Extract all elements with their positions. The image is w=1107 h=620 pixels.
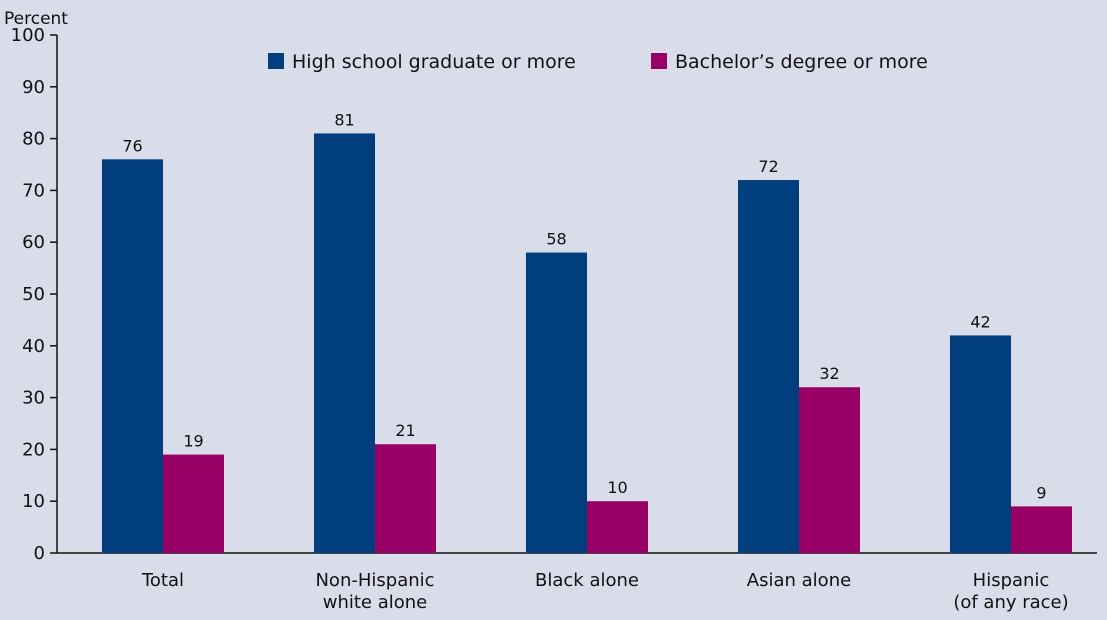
data-label: 32 bbox=[819, 364, 839, 383]
data-label: 9 bbox=[1036, 483, 1046, 502]
y-tick-label: 70 bbox=[22, 180, 45, 201]
y-tick-label: 30 bbox=[22, 388, 45, 409]
x-category-label: Black alone bbox=[535, 570, 639, 591]
y-axis-ticks: 0 10 20 30 40 50 60 70 80 90 100 bbox=[11, 25, 57, 564]
bar-bachelors bbox=[1011, 506, 1072, 553]
data-label: 21 bbox=[395, 421, 415, 440]
y-tick-label: 40 bbox=[22, 336, 45, 357]
y-tick-label: 0 bbox=[34, 543, 45, 564]
data-label: 19 bbox=[183, 432, 203, 451]
data-label: 58 bbox=[546, 230, 566, 249]
y-tick-label: 20 bbox=[22, 439, 45, 460]
y-tick-label: 10 bbox=[22, 491, 45, 512]
y-tick-label: 90 bbox=[22, 77, 45, 98]
y-tick-label: 50 bbox=[22, 284, 45, 305]
y-tick-label: 80 bbox=[22, 129, 45, 150]
bar-high-school bbox=[526, 252, 587, 553]
bar-high-school bbox=[314, 133, 375, 554]
y-tick-label: 60 bbox=[22, 232, 45, 253]
y-axis-title: Percent bbox=[4, 9, 68, 29]
legend-label: Bachelor’s degree or more bbox=[675, 51, 928, 73]
data-label: 42 bbox=[970, 312, 990, 331]
bar-bachelors bbox=[163, 454, 224, 553]
legend-label: High school graduate or more bbox=[292, 51, 576, 73]
data-label: 10 bbox=[607, 478, 627, 497]
data-label: 76 bbox=[122, 136, 142, 155]
legend-swatch bbox=[651, 53, 667, 69]
bar-bachelors bbox=[799, 387, 860, 553]
x-category-label: Asian alone bbox=[747, 570, 851, 591]
data-label: 81 bbox=[334, 110, 354, 129]
legend-swatch bbox=[268, 53, 284, 69]
bar-high-school bbox=[950, 335, 1011, 553]
legend: High school graduate or more Bachelor’s d… bbox=[268, 51, 928, 73]
x-category-label: Non-Hispanic white alone bbox=[315, 570, 434, 613]
x-axis-categories: Total Non-Hispanic white alone Black alone A… bbox=[141, 570, 1069, 613]
x-category-label: Total bbox=[141, 570, 184, 591]
bar-bachelors bbox=[375, 444, 436, 553]
bar-bachelors bbox=[587, 501, 648, 553]
y-tick-label: 100 bbox=[11, 25, 45, 46]
bar-high-school bbox=[102, 159, 163, 553]
bars: 76 19 81 21 58 10 72 32 42 9 bbox=[102, 110, 1072, 554]
data-label: 72 bbox=[758, 157, 778, 176]
bar-high-school bbox=[738, 180, 799, 554]
x-category-label: Hispanic (of any race) bbox=[953, 570, 1068, 613]
